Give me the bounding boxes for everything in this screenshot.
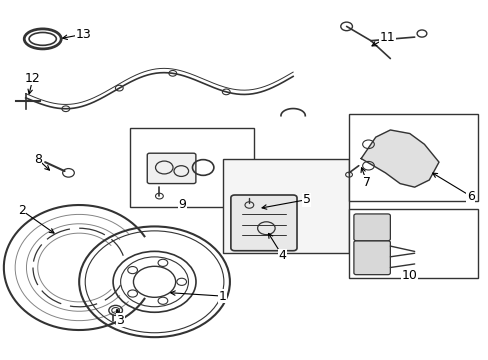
Bar [130,128,254,207]
FancyBboxPatch shape [353,214,389,241]
Text: 1: 1 [218,289,226,303]
Text: 7: 7 [362,176,370,189]
Text: 5: 5 [302,193,310,206]
FancyBboxPatch shape [353,241,389,275]
FancyBboxPatch shape [147,153,196,184]
Bar [222,158,348,253]
Text: 10: 10 [401,269,417,282]
Polygon shape [361,130,438,187]
Text: 9: 9 [178,198,186,211]
Text: 13: 13 [75,28,91,41]
Text: 8: 8 [34,153,42,166]
Bar [348,208,477,278]
Text: 3: 3 [116,314,124,327]
Text: 6: 6 [466,190,473,203]
FancyBboxPatch shape [230,195,296,251]
Text: 2: 2 [18,204,26,217]
Text: 11: 11 [379,31,395,44]
Text: 4: 4 [278,249,286,262]
Text: 12: 12 [25,72,41,85]
Bar [348,114,477,202]
